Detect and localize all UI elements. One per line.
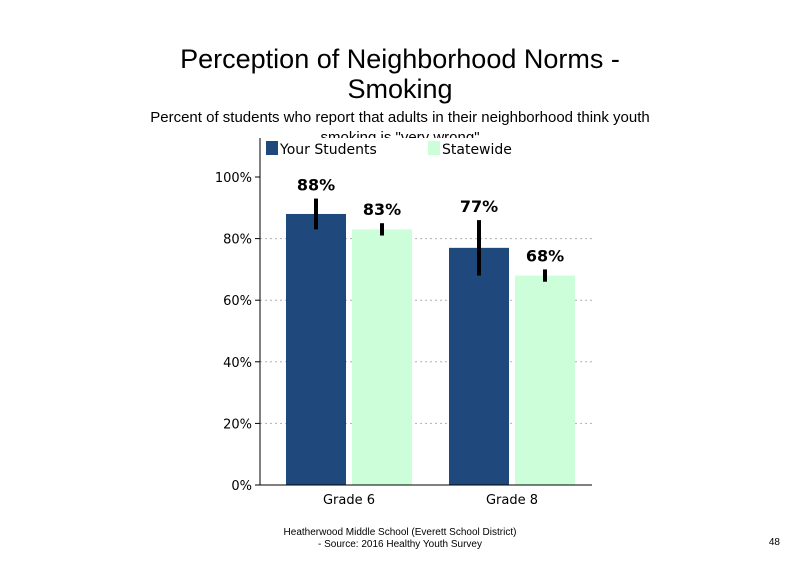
data-label: 83% [363, 200, 401, 219]
footer-line-1: Heatherwood Middle School (Everett Schoo… [283, 527, 517, 538]
chart-subtitle: Percent of students who report that adul… [150, 109, 650, 138]
y-tick-label: 100% [215, 171, 252, 186]
bar [352, 229, 412, 485]
y-tick-label: 0% [231, 479, 252, 494]
y-tick-label: 20% [223, 417, 252, 432]
legend-label: Statewide [442, 142, 512, 158]
chart-title: Perception of Neighborhood Norms - Smoki… [180, 44, 620, 104]
footer-line-2: - Source: 2016 Healthy Youth Survey [318, 539, 482, 550]
bar [515, 275, 575, 485]
data-label: 68% [526, 246, 564, 265]
footer-source: Heatherwood Middle School (Everett Schoo… [250, 527, 550, 551]
x-tick-label: Grade 6 [323, 493, 375, 508]
legend-swatch [266, 141, 278, 155]
y-tick-label: 40% [223, 356, 252, 371]
x-tick-label: Grade 8 [486, 493, 538, 508]
bar [449, 247, 509, 485]
legend-swatch [428, 141, 440, 155]
data-label: 88% [297, 176, 335, 195]
y-tick-label: 80% [223, 233, 252, 248]
data-label: 77% [460, 197, 498, 216]
page-number: 48 [768, 537, 780, 548]
y-tick-label: 60% [223, 294, 252, 309]
bar [286, 213, 346, 485]
legend-label: Your Students [279, 142, 377, 158]
